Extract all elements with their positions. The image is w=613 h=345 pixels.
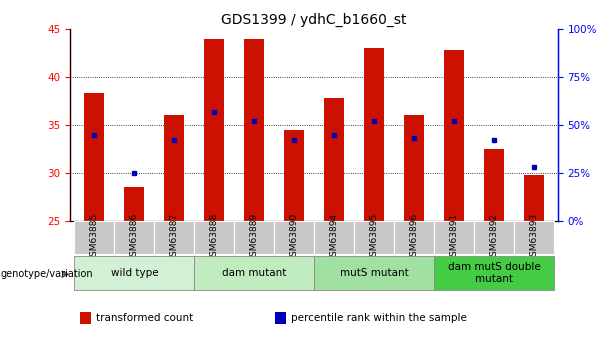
Bar [115,221,154,254]
Bar [284,130,304,221]
Text: GSM63891: GSM63891 [449,213,459,262]
Bar [364,48,384,221]
Text: dam mutant: dam mutant [222,268,286,278]
Bar [75,256,194,290]
Text: GSM63890: GSM63890 [290,213,299,262]
Bar [124,187,145,221]
Text: GSM63885: GSM63885 [90,213,99,262]
Bar [434,221,474,254]
Text: GSM63886: GSM63886 [130,213,139,262]
Bar [444,50,464,221]
Bar [314,256,434,290]
Text: GSM63894: GSM63894 [330,213,338,262]
Bar [234,221,274,254]
Bar [204,39,224,221]
Text: GSM63887: GSM63887 [170,213,179,262]
Text: GSM63893: GSM63893 [530,213,538,262]
Bar [434,256,554,290]
Text: genotype/variation: genotype/variation [1,269,93,279]
Bar [75,221,115,254]
Bar [154,221,194,254]
Bar [484,149,504,221]
Bar [324,98,344,221]
Bar [194,221,234,254]
Text: wild type: wild type [110,268,158,278]
Text: mutS mutant: mutS mutant [340,268,408,278]
Text: GSM63895: GSM63895 [370,213,379,262]
Text: percentile rank within the sample: percentile rank within the sample [291,313,467,323]
Text: dam mutS double
mutant: dam mutS double mutant [447,262,540,284]
Bar [244,39,264,221]
Bar [85,93,104,221]
Bar [314,221,354,254]
Bar [354,221,394,254]
Bar [194,256,314,290]
Bar [80,312,91,324]
Bar [474,221,514,254]
Text: GSM63889: GSM63889 [249,213,259,262]
Text: GSM63896: GSM63896 [409,213,419,262]
Title: GDS1399 / ydhC_b1660_st: GDS1399 / ydhC_b1660_st [221,13,407,27]
Text: GSM63892: GSM63892 [489,213,498,262]
Bar [514,221,554,254]
Bar [404,116,424,221]
Text: GSM63888: GSM63888 [210,213,219,262]
Bar [164,116,185,221]
Bar [394,221,434,254]
Bar [275,312,286,324]
Text: transformed count: transformed count [96,313,194,323]
Bar [524,175,544,221]
Bar [274,221,314,254]
